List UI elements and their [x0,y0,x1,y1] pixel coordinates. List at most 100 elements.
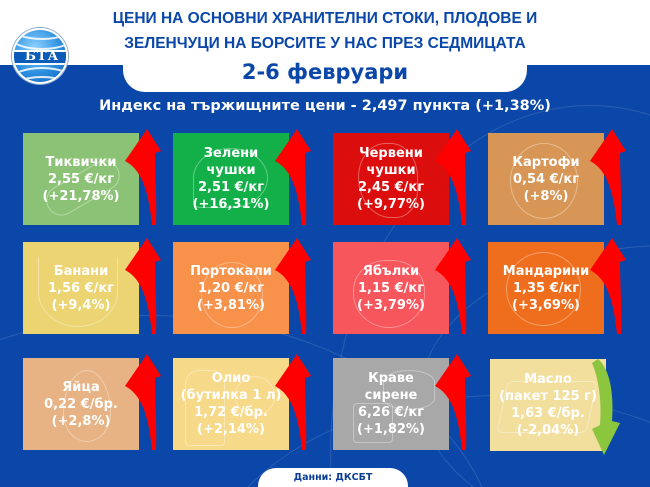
product-price: 6,26 €/кг [357,405,424,420]
product-name: Олио [211,371,251,386]
price-change: (+16,31%) [192,197,270,212]
date-tab [123,58,527,92]
green-pepper-icon [193,148,268,208]
orange-icon [201,262,263,328]
card-label: Картофи 0,54 €/кг (+8%) [488,133,604,225]
product-name: Портокали [190,263,272,279]
product-name-2: сирене [364,388,418,403]
product-name: Банани [53,263,109,279]
card-label: Мандарини 1,35 €/кг (+3,69%) [488,242,604,334]
price-change: (+21,78%) [42,188,120,204]
cheese-icon [383,370,435,410]
sunflower-icon [235,376,275,416]
product-name: Картофи [512,154,580,170]
price-change: (+1,82%) [357,422,425,437]
up-arrow-icon [435,129,471,225]
up-arrow-icon [275,354,311,450]
product-card-eggs: Яйца 0,22 €/бр. (+2,8%) [23,354,161,450]
product-name: Тиквички [45,154,117,170]
product-card-apples: Ябълки 1,15 €/кг (+3,79%) [333,238,471,334]
card-background [23,242,139,334]
up-arrow-icon [125,129,161,225]
card-background [490,359,606,451]
card-background [173,133,289,225]
product-card-bananas: Банани 1,56 €/кг (+9,4%) [23,238,161,334]
product-card-zucchini: Тиквички 2,55 €/кг (+21,78%) [23,129,161,225]
market-index-line: Индекс на тържищните цени - 2,497 пункта… [99,98,551,114]
product-card-red-peppers: Червени чушки 2,45 €/кг (+9,77%) [333,129,471,225]
card-background [23,358,139,450]
up-arrow-icon [435,238,471,334]
product-price: 0,22 €/бр. [44,396,118,412]
product-name: Мандарини [502,263,590,279]
price-change: (+8%) [523,188,569,204]
product-card-oranges: Портокали 1,20 €/кг (+3,81%) [173,238,311,334]
egg-icon [63,370,111,442]
card-background [173,358,289,450]
product-name: Краве [368,371,414,386]
product-price: 2,55 €/кг [47,171,114,187]
card-background [23,133,139,225]
card-label: Зелени чушки 2,51 €/кг (+16,31%) [173,133,289,225]
product-card-cheese: Краве сирене 6,26 €/кг (+1,82%) [333,354,471,450]
product-name-2: чушки [206,163,256,178]
product-name: Червени [359,146,423,161]
price-change: (+9,4%) [51,297,111,313]
product-name-2: (бутилка 1 л) [180,388,282,403]
up-arrow-icon [125,354,161,450]
product-price: 1,63 €/бр. [511,406,585,421]
oil-bottle-icon [185,370,225,446]
card-label: Банани 1,56 €/кг (+9,4%) [23,242,139,334]
product-card-butter: Масло (пакет 125 г) 1,63 €/бр. (-2,04%) [490,359,620,455]
up-arrow-icon [125,238,161,334]
card-label: Тиквички 2,55 €/кг (+21,78%) [23,133,139,225]
card-background [333,242,449,334]
mandarin-icon [506,252,581,326]
title-line-2: ЗЕЛЕНЧУЦИ НА БОРСИТЕ У НАС ПРЕЗ СЕДМИЦАТ… [124,35,526,52]
product-price: 0,54 €/кг [512,171,579,187]
title-line-1: ЦЕНИ НА ОСНОВНИ ХРАНИТЕЛНИ СТОКИ, ПЛОДОВ… [112,10,538,27]
price-change: (-2,04%) [516,423,580,438]
product-price: 2,51 €/кг [197,180,264,195]
product-price: 1,15 €/кг [357,280,424,296]
card-label: Олио (бутилка 1 л) 1,72 €/бр. (+2,14%) [173,358,289,450]
card-label: Ябълки 1,15 €/кг (+3,79%) [333,242,449,334]
card-label: Масло (пакет 125 г) 1,63 €/бр. (-2,04%) [490,359,606,451]
product-name: Ябълки [362,263,420,279]
product-name-2: (пакет 125 г) [499,389,597,404]
card-label: Портокали 1,20 €/кг (+3,81%) [173,242,289,334]
product-card-sunflower-oil: Олио (бутилка 1 л) 1,72 €/бр. (+2,14%) [173,354,311,450]
up-arrow-icon [275,129,311,225]
card-label: Краве сирене 6,26 €/кг (+1,82%) [333,358,449,450]
card-background [333,133,449,225]
up-arrow-icon [590,129,626,225]
product-card-green-peppers: Зелени чушки 2,51 €/кг (+16,31%) [173,129,311,225]
card-background [333,358,449,450]
product-price: 1,20 €/кг [197,280,264,296]
price-change: (+2,14%) [197,422,265,437]
up-arrow-icon [590,238,626,334]
price-change: (+3,69%) [512,297,580,313]
card-label: Яйца 0,22 €/бр. (+2,8%) [23,358,139,450]
product-card-mandarins: Мандарини 1,35 €/кг (+3,69%) [488,238,626,334]
price-change: (+3,81%) [197,297,265,313]
product-name: Зелени [203,146,259,161]
red-pepper-icon [358,143,418,218]
card-background [488,242,604,334]
apple-icon [353,260,425,328]
cheese-block-icon [353,403,393,443]
date-range: 2-6 февруари [241,60,409,84]
header-background [0,0,650,65]
product-card-potatoes: Картофи 0,54 €/кг (+8%) [488,129,626,225]
card-background [173,242,289,334]
product-name: Масло [524,372,572,387]
product-price: 1,56 €/кг [47,280,114,296]
price-change: (+3,79%) [357,297,425,313]
down-arrow-icon [592,359,620,455]
banana-icon [38,257,118,327]
data-source: Данни: ДКСБТ [258,468,408,487]
product-price: 2,45 €/кг [357,180,424,195]
price-change: (+9,77%) [357,197,425,212]
product-name: Яйца [62,379,100,395]
logo-text: БТА [24,49,60,64]
